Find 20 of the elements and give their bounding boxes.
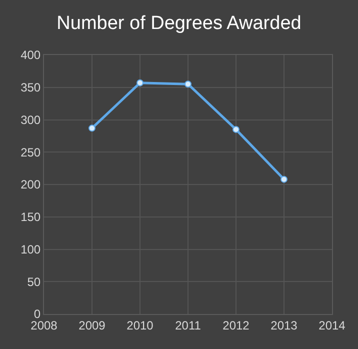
x-tick-label: 2014 [318,318,346,332]
y-tick-label: 100 [20,242,41,256]
y-tick-label: 400 [20,48,41,62]
y-tick-label: 200 [20,178,41,192]
y-tick-label: 300 [20,112,41,127]
y-tick-label: 50 [27,274,41,289]
x-tick-label: 2009 [78,318,106,332]
x-tick-label: 2010 [126,318,154,332]
chart-title: Number of Degrees Awarded [56,13,302,34]
point [88,124,96,132]
x-tick-label: 2011 [175,318,202,332]
y-tick-label: 350 [20,80,41,95]
y-tick-label: 250 [20,145,41,160]
x-tick-label: 2013 [270,318,298,332]
point [184,80,192,88]
point [136,79,144,86]
x-tick-label: 2012 [222,318,250,332]
point [232,126,240,133]
y-tick-label: 150 [20,210,41,224]
point [280,176,288,183]
